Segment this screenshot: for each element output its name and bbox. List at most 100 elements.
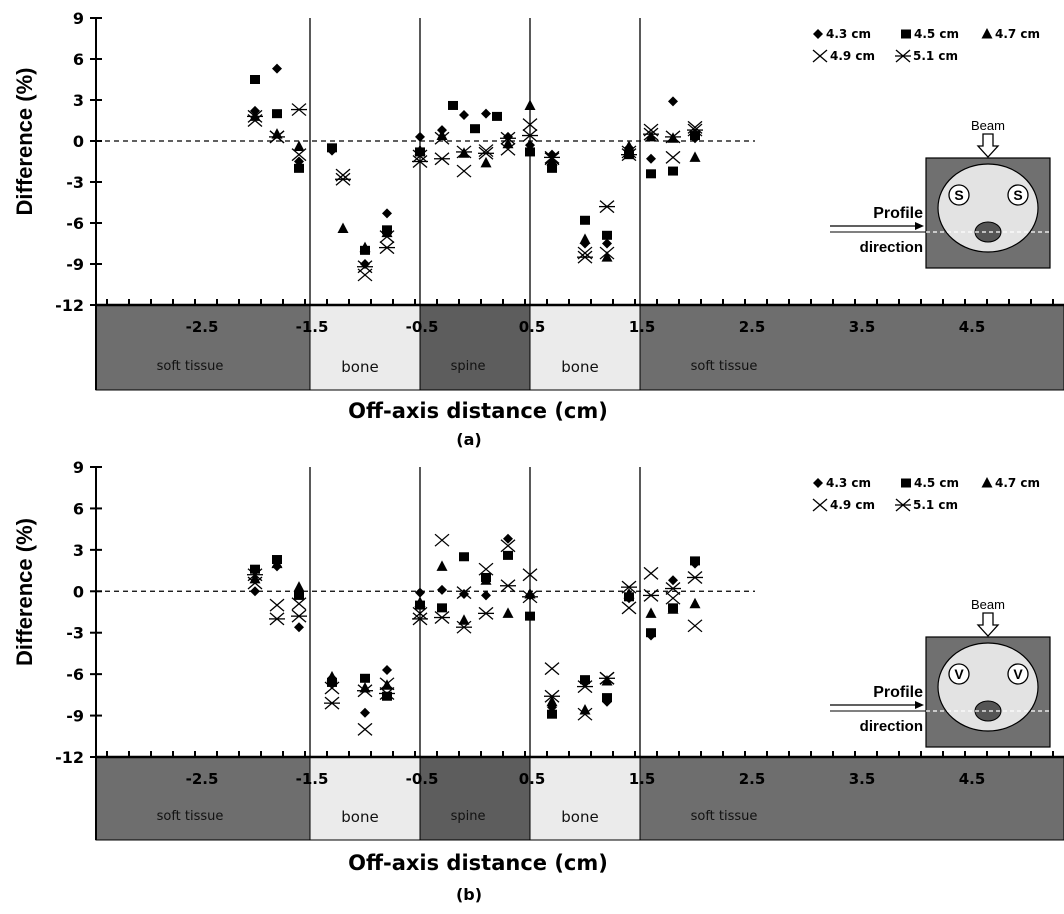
x-tick-label: 2.5 bbox=[739, 318, 766, 336]
region-label: soft tissue bbox=[691, 359, 758, 374]
data-point bbox=[360, 707, 370, 718]
data-point bbox=[448, 100, 458, 110]
y-tick-label: 0 bbox=[73, 132, 84, 151]
region-label: bone bbox=[561, 808, 598, 826]
legend-label: 5.1 cm bbox=[913, 498, 958, 512]
data-point bbox=[360, 673, 370, 683]
data-point bbox=[357, 722, 373, 736]
data-point bbox=[324, 696, 340, 710]
x-tick-label: -1.5 bbox=[296, 770, 329, 788]
legend-marker-3 bbox=[812, 498, 828, 512]
legend: 4.3 cm 4.5 cm 4.7 cm 4.9 cm 5.1 cm bbox=[812, 476, 1040, 512]
data-point bbox=[291, 597, 307, 611]
data-point bbox=[434, 131, 450, 145]
data-point bbox=[500, 539, 516, 553]
data-point bbox=[459, 552, 469, 562]
x-tick-label: 2.5 bbox=[739, 770, 766, 788]
data-point bbox=[359, 241, 371, 253]
series-3 bbox=[247, 533, 703, 736]
beam-arrow-icon bbox=[976, 612, 1000, 637]
data-point bbox=[599, 671, 615, 685]
data-point bbox=[478, 144, 494, 158]
x-tick-label: 3.5 bbox=[849, 770, 876, 788]
data-point bbox=[481, 590, 491, 601]
y-tick-label: 0 bbox=[73, 582, 84, 601]
data-point bbox=[271, 128, 283, 139]
marker-letter: V bbox=[954, 666, 964, 682]
data-point bbox=[293, 581, 305, 592]
region-label: bone bbox=[341, 808, 378, 826]
region-2 bbox=[419, 756, 531, 841]
data-point bbox=[602, 230, 612, 240]
data-point bbox=[434, 611, 450, 625]
tissue-band: soft tissue bone spine bone soft tissue bbox=[95, 304, 1064, 391]
data-point bbox=[687, 619, 703, 633]
series-2 bbox=[249, 99, 701, 262]
data-point bbox=[525, 147, 535, 157]
legend-marker-3 bbox=[812, 49, 828, 63]
data-point bbox=[456, 586, 472, 600]
x-tick-label: -0.5 bbox=[406, 770, 439, 788]
data-point bbox=[621, 601, 637, 615]
data-point bbox=[665, 130, 681, 144]
marker-letter: S bbox=[954, 187, 963, 203]
data-point bbox=[294, 163, 304, 173]
data-point bbox=[412, 612, 428, 626]
legend-label: 4.7 cm bbox=[995, 476, 1040, 490]
data-point bbox=[382, 691, 392, 701]
region-label: spine bbox=[451, 359, 486, 374]
data-point bbox=[500, 131, 516, 145]
data-point bbox=[272, 109, 282, 119]
data-point bbox=[412, 155, 428, 168]
data-point bbox=[579, 704, 591, 715]
x-tick-label: 1.5 bbox=[629, 318, 656, 336]
data-point bbox=[690, 131, 700, 141]
data-point bbox=[646, 153, 656, 164]
x-tick-label: 1.5 bbox=[629, 770, 656, 788]
data-point bbox=[643, 588, 659, 602]
x-tick-label: 4.5 bbox=[959, 770, 986, 788]
series-4 bbox=[247, 568, 703, 710]
data-point bbox=[502, 137, 514, 149]
data-point bbox=[382, 208, 392, 219]
data-point bbox=[294, 622, 304, 633]
legend: 4.3 cm 4.5 cm 4.7 cm 4.9 cm 5.1 cm bbox=[812, 27, 1040, 63]
data-point bbox=[247, 109, 263, 123]
legend-marker-2 bbox=[981, 477, 993, 488]
data-point bbox=[293, 140, 305, 151]
data-point bbox=[456, 620, 472, 634]
data-point bbox=[480, 156, 492, 168]
data-point bbox=[271, 557, 283, 569]
data-point bbox=[645, 130, 657, 142]
data-point bbox=[689, 151, 701, 162]
data-point bbox=[502, 607, 514, 618]
data-point bbox=[522, 590, 538, 604]
data-point bbox=[577, 250, 593, 264]
data-point bbox=[668, 96, 678, 107]
tissue-band: soft tissue bone spine bone soft tissue bbox=[95, 756, 1064, 841]
data-point bbox=[667, 603, 679, 614]
data-point bbox=[478, 606, 494, 620]
x-tick-label: -1.5 bbox=[296, 318, 329, 336]
data-point bbox=[579, 233, 591, 244]
direction-label: direction bbox=[860, 718, 923, 735]
legend-marker-2 bbox=[981, 28, 993, 39]
data-point bbox=[250, 75, 260, 84]
region-label: bone bbox=[341, 358, 378, 376]
phantom-inset: Beam V V Profile direction bbox=[830, 597, 1051, 748]
region-3 bbox=[529, 304, 641, 391]
region-label: bone bbox=[561, 358, 598, 376]
legend-label: 4.5 cm bbox=[914, 476, 959, 490]
data-point bbox=[492, 111, 502, 121]
region-0 bbox=[95, 756, 311, 841]
data-point bbox=[544, 150, 560, 164]
data-point bbox=[414, 144, 426, 156]
series-1 bbox=[250, 550, 700, 719]
data-point bbox=[478, 146, 494, 160]
data-point bbox=[602, 238, 612, 249]
data-point bbox=[643, 566, 659, 580]
data-point bbox=[480, 574, 492, 585]
data-point bbox=[599, 200, 615, 214]
series-1 bbox=[250, 75, 700, 255]
